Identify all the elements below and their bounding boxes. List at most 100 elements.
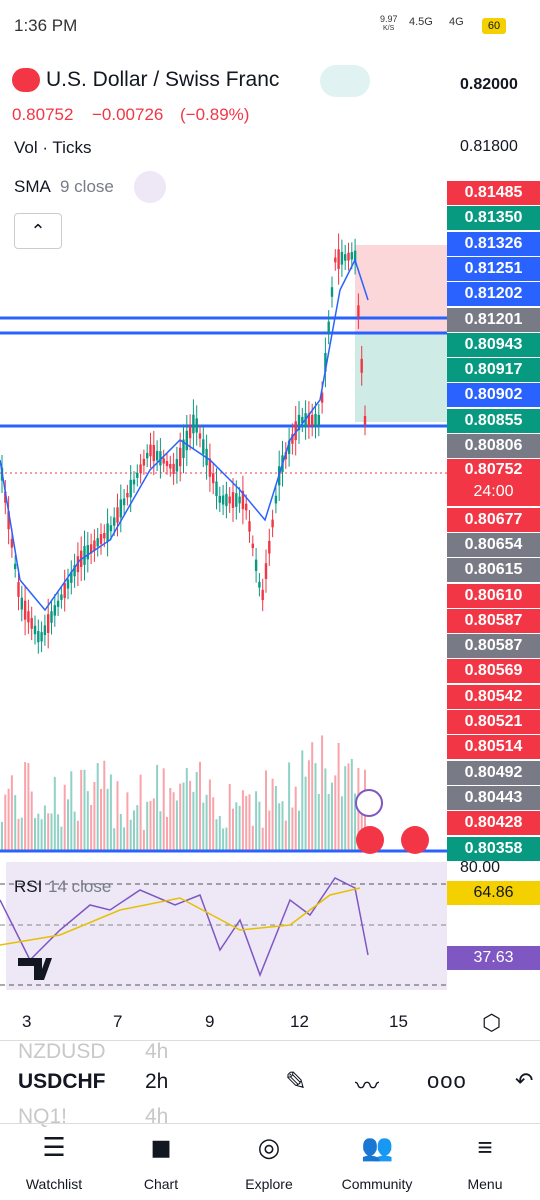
price-label: 0.80615 [447, 558, 540, 583]
time-tick: 7 [113, 1012, 123, 1031]
candle-body [344, 254, 347, 261]
nav-label[interactable]: Watchlist [25, 1176, 83, 1192]
candle-body [113, 828, 116, 850]
candle-body [119, 499, 122, 518]
candle-body [274, 786, 277, 850]
stop-zone [355, 245, 447, 333]
candle-body [235, 802, 238, 850]
event-icon[interactable] [355, 789, 383, 817]
candle-body [7, 511, 10, 530]
time-tick: 12 [290, 1012, 309, 1031]
settings-icon[interactable]: ⬡ [482, 1010, 502, 1035]
indicator-icon[interactable]: 〰 [355, 1073, 379, 1100]
price-label: 0.80521 [447, 710, 540, 734]
undo-icon[interactable]: ↶ [515, 1068, 534, 1093]
candle-body [301, 416, 304, 424]
candle-body [320, 392, 324, 403]
candle-body [86, 545, 89, 560]
candle-body [241, 490, 245, 510]
symbol[interactable]: NQ1! [18, 1105, 68, 1128]
candle-body [245, 796, 248, 850]
candle-body [132, 479, 136, 485]
candle-body [100, 788, 102, 850]
candle-body [37, 631, 40, 643]
candle-body [301, 750, 304, 850]
price-label: 0.81485 [447, 181, 540, 205]
candle-body [192, 791, 195, 850]
time-tick: 9 [205, 1012, 215, 1031]
candle-body [205, 794, 208, 850]
price-label: 0.80752 24:00 [447, 459, 540, 507]
nav-icon[interactable]: ≡ [477, 1132, 493, 1162]
rsi-params: 14 close [48, 877, 112, 896]
nav-icon[interactable]: ◎ [257, 1132, 281, 1162]
candle-body [238, 496, 241, 504]
divider [0, 1123, 540, 1124]
candle-body [4, 491, 7, 503]
price-label: 0.80610 [447, 583, 540, 608]
nav-label[interactable]: Chart [143, 1176, 179, 1192]
candle-body [265, 770, 267, 850]
candle-body [314, 763, 317, 850]
price-label: 0.80855 [447, 408, 540, 433]
candle-body [149, 444, 152, 457]
tv-logo [18, 958, 52, 980]
nav-label[interactable]: Explore [245, 1176, 293, 1192]
candle-body [66, 579, 70, 589]
candle-body [47, 813, 50, 850]
interval[interactable]: 4h [145, 1040, 169, 1063]
event-flag[interactable] [356, 826, 384, 854]
candle-body [119, 813, 122, 850]
candle-body [199, 761, 201, 850]
event-flag[interactable] [401, 826, 429, 854]
rsi-name[interactable]: RSI [14, 877, 43, 896]
rsi-band [6, 862, 447, 990]
candle-body [136, 805, 139, 850]
candle-body [23, 600, 27, 620]
refresh-button[interactable] [134, 171, 166, 203]
symbol[interactable]: USDCHF [18, 1070, 106, 1093]
interval[interactable]: 2h [145, 1070, 169, 1093]
status-net: 4G [449, 16, 464, 28]
more-icon[interactable]: ooo [427, 1068, 467, 1093]
status-pill[interactable] [320, 65, 370, 97]
collapse-button[interactable]: ⌃ [14, 213, 62, 249]
candle-body [212, 797, 215, 850]
candle-body [353, 250, 357, 263]
candle-body [274, 495, 278, 504]
status-net: 4.5G [409, 16, 433, 28]
price-label: 0.80542 [447, 684, 540, 709]
sma-params: 9 close [60, 177, 114, 196]
nav-icon[interactable]: ◼ [150, 1132, 172, 1162]
candle-body [363, 415, 367, 425]
nav-label[interactable]: Menu [467, 1176, 503, 1192]
candle-body [221, 495, 225, 505]
candle-body [281, 801, 284, 850]
candle-body [99, 534, 103, 544]
candle-body [228, 783, 231, 850]
symbol[interactable]: NZDUSD [18, 1040, 106, 1063]
symbol-title: U.S. Dollar / Swiss Franc [46, 68, 280, 91]
time-tick: 15 [389, 1012, 408, 1031]
sma-name[interactable]: SMA [14, 177, 51, 196]
nav-label[interactable]: Community [341, 1176, 413, 1192]
price-label: 0.80569 [447, 659, 540, 684]
candle-body [70, 571, 73, 583]
price-label: 0.80902 [447, 383, 540, 408]
nav-icon[interactable]: ☰ [42, 1132, 66, 1162]
vol-indicator[interactable]: Vol · Ticks [14, 138, 92, 157]
status-speed: 9.97 [380, 14, 398, 24]
candle-body [307, 413, 311, 427]
candle-body [185, 767, 188, 850]
nav-icon[interactable]: 👥 [361, 1132, 394, 1162]
candle-body [327, 793, 330, 850]
candle-body [288, 762, 291, 850]
candle-body [93, 781, 96, 850]
price-label: 0.81350 [447, 206, 540, 231]
price-label: 0.80677 [447, 507, 540, 532]
draw-icon[interactable]: ✎ [285, 1066, 307, 1096]
candle-body [17, 582, 20, 597]
candle-body [165, 461, 169, 467]
interval[interactable]: 4h [145, 1105, 169, 1128]
candle-body [56, 600, 60, 607]
